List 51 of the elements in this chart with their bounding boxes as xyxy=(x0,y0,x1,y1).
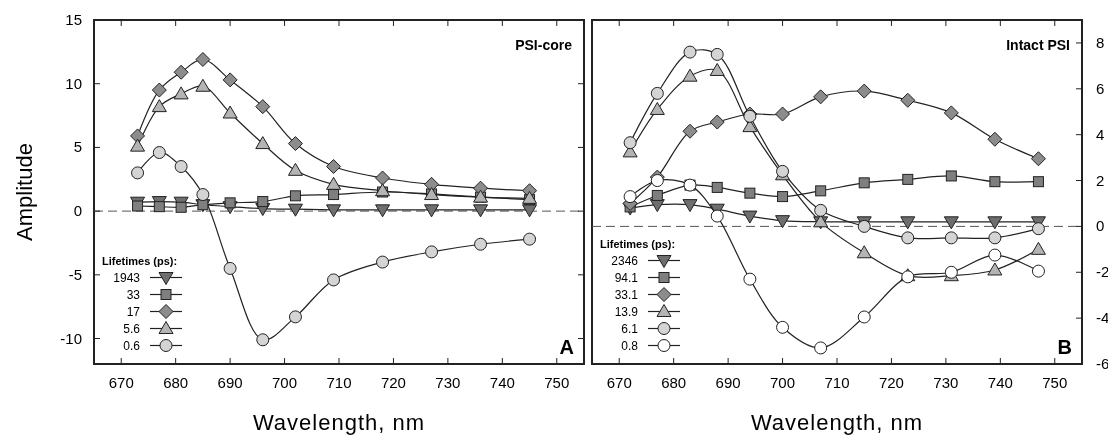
x-tick-label: 710 xyxy=(326,374,352,391)
y-tick-label: 0 xyxy=(73,202,82,220)
y-tick-label: 5 xyxy=(73,138,82,156)
x-tick-label: 700 xyxy=(770,374,796,391)
legend-label: 17 xyxy=(126,304,141,319)
x-tick-label: 690 xyxy=(715,374,741,391)
legend-label: 2346 xyxy=(611,253,639,268)
y2-tick-label: -2 xyxy=(1096,263,1108,281)
legend-title: Lifetimes (ps): xyxy=(102,255,178,267)
legend-label: 33.1 xyxy=(614,287,639,302)
legend-label: 0.8 xyxy=(621,338,639,353)
legend-label: 6.1 xyxy=(621,321,639,336)
legend-label: 94.1 xyxy=(614,270,639,285)
legend-label: 0.6 xyxy=(123,338,141,353)
x-tick-label: 680 xyxy=(661,374,687,391)
legend-label: 5.6 xyxy=(123,321,141,336)
x-tick-label: 740 xyxy=(489,374,515,391)
y-tick-label: -10 xyxy=(60,329,82,347)
x-axis-title: Wavelength, nm xyxy=(252,410,426,435)
x-tick-label: 730 xyxy=(435,374,461,391)
y2-tick-label: 8 xyxy=(1096,33,1105,51)
x-tick-label: 720 xyxy=(380,374,406,391)
x-axis-title: Wavelength, nm xyxy=(750,410,924,435)
annotation: B xyxy=(1057,336,1072,358)
x-tick-label: 710 xyxy=(824,374,850,391)
x-tick-label: 750 xyxy=(544,374,570,391)
legend-label: 33 xyxy=(126,287,141,302)
legend-label: 13.9 xyxy=(614,304,639,319)
y2-tick-label: 2 xyxy=(1096,171,1105,189)
legend-title: Lifetimes (ps): xyxy=(600,238,676,250)
x-tick-label: 730 xyxy=(933,374,959,391)
y-axis-title: Amplitude xyxy=(12,143,37,241)
x-tick-label: 680 xyxy=(163,374,189,391)
x-tick-label: 700 xyxy=(272,374,298,391)
y-tick-label: 10 xyxy=(65,74,82,92)
x-tick-label: 670 xyxy=(606,374,632,391)
y2-tick-label: 4 xyxy=(1096,125,1105,143)
x-tick-label: 750 xyxy=(1042,374,1068,391)
y2-tick-label: -6 xyxy=(1096,355,1108,372)
x-tick-label: 670 xyxy=(108,374,134,391)
text: Intact PSI xyxy=(1006,37,1070,53)
text: PSI-core xyxy=(515,37,573,53)
y2-tick-label: 0 xyxy=(1096,217,1105,235)
x-tick-label: 690 xyxy=(217,374,243,391)
y2-tick-label: 6 xyxy=(1096,79,1105,97)
x-tick-label: 720 xyxy=(878,374,904,391)
annotation: A xyxy=(559,336,574,358)
x-tick-label: 740 xyxy=(987,374,1013,391)
legend-label: 1943 xyxy=(113,270,141,285)
y-tick-label: -5 xyxy=(68,265,82,283)
y-tick-label: 15 xyxy=(65,11,82,28)
